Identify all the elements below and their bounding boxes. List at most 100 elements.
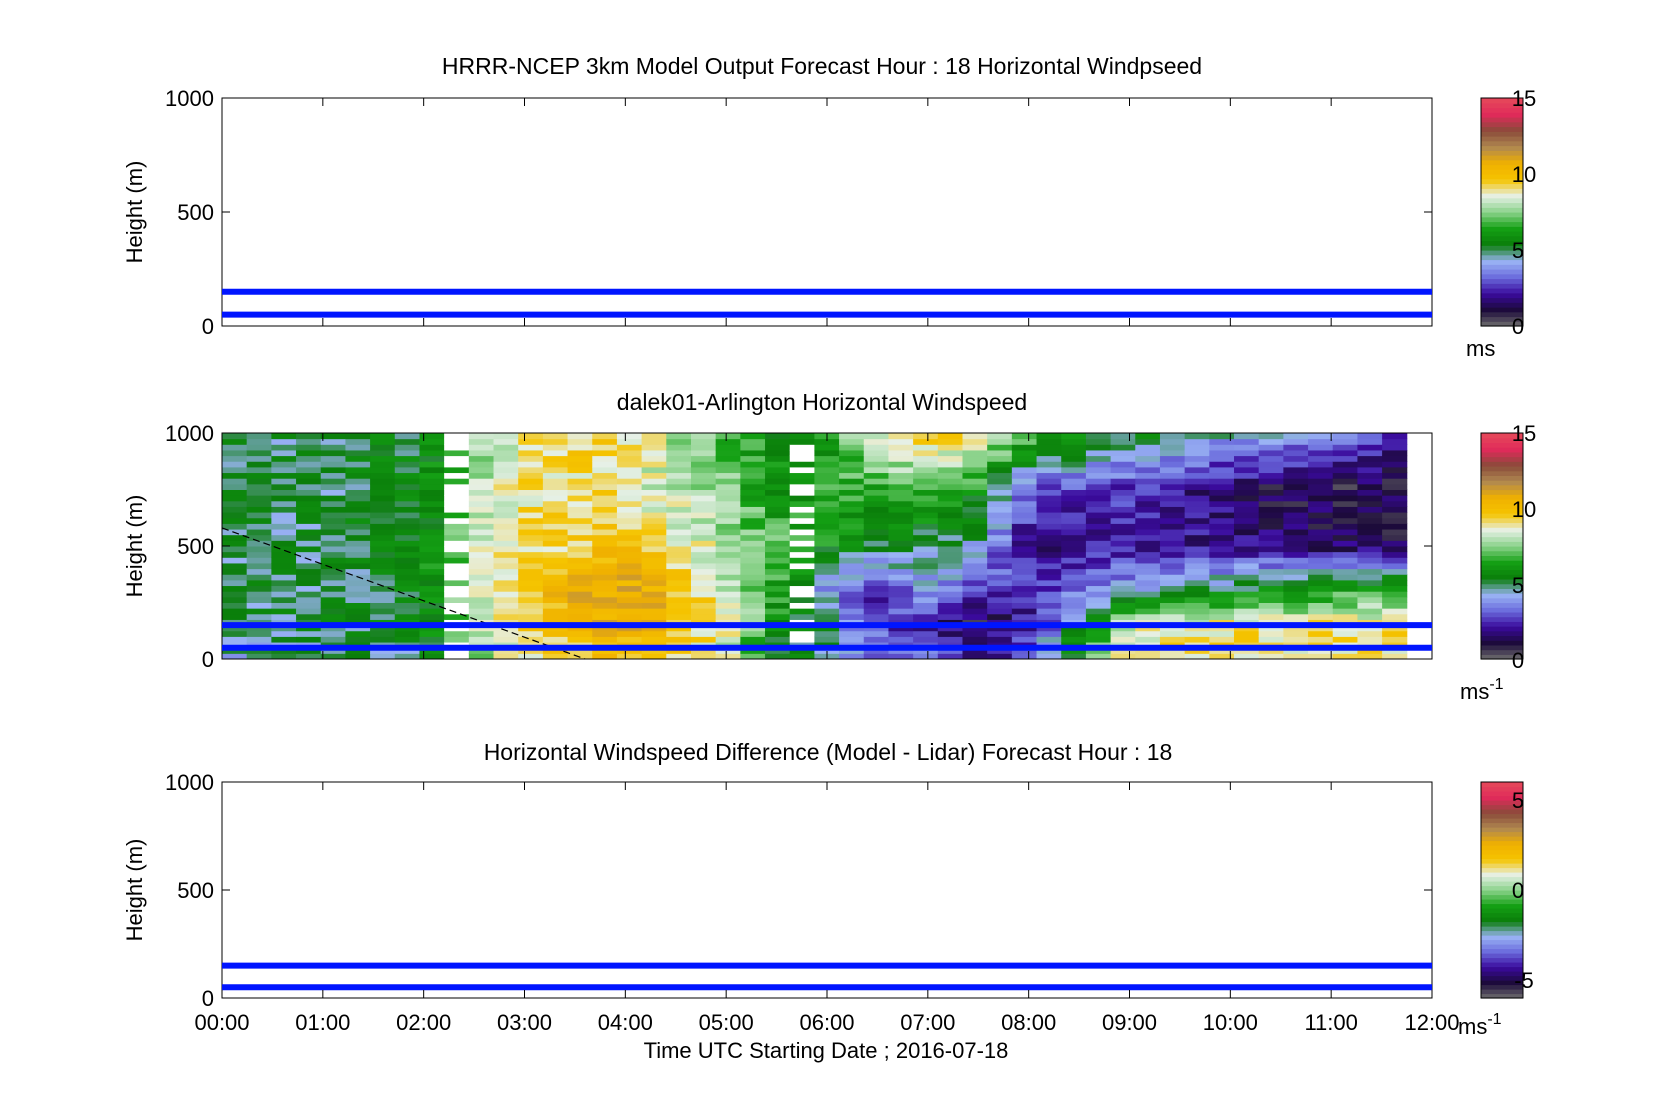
heatmap-cell [419, 557, 445, 564]
heatmap-cell [296, 461, 322, 468]
heatmap-cell [518, 495, 544, 502]
heatmap-cell [468, 630, 495, 637]
heatmap-cell [1184, 529, 1210, 536]
heatmap-cell [394, 568, 420, 575]
heatmap-cell [542, 540, 569, 547]
heatmap-cell [1332, 472, 1358, 479]
heatmap-cell [592, 591, 618, 598]
heatmap-cell [987, 523, 1013, 530]
heatmap-cell [1085, 455, 1112, 462]
heatmap-cell [1283, 647, 1309, 654]
heatmap-cell [1234, 529, 1260, 536]
heatmap-cell [666, 438, 692, 445]
x-tick-labels: 00:00 01:00 02:00 03:00 04:00 05:00 06:00 07:00… [194, 1010, 1459, 1035]
heatmap-cell [296, 489, 322, 496]
heatmap-cell [1011, 472, 1038, 479]
heatmap-cell [1184, 568, 1210, 575]
heatmap-cell [296, 591, 322, 598]
heatmap-cell [666, 647, 692, 654]
heatmap-cell [567, 574, 593, 581]
heatmap-cell [1332, 489, 1358, 496]
heatmap-cell [1234, 466, 1260, 474]
heatmap-cell [1283, 596, 1309, 603]
heatmap-cell [1011, 438, 1038, 445]
heatmap-cell [1234, 625, 1260, 632]
heatmap-cell [987, 562, 1013, 570]
heatmap-cell [1209, 546, 1235, 553]
heatmap-cell [1110, 579, 1136, 587]
heatmap-cell [789, 653, 815, 660]
heatmap-cell [1135, 461, 1161, 468]
heatmap-cell [567, 602, 593, 609]
heatmap-cell [1184, 444, 1210, 451]
heatmap-cell [740, 517, 766, 524]
heatmap-cell [246, 438, 272, 445]
heatmap-cell [222, 534, 248, 541]
heatmap-cell [937, 444, 963, 451]
heatmap-cell [1209, 540, 1235, 547]
heatmap-cell [1382, 653, 1408, 660]
heatmap-cell [1110, 523, 1136, 530]
heatmap-cell [1332, 653, 1358, 660]
heatmap-cell [765, 461, 791, 468]
x-tick-label: 11:00 [1304, 1010, 1357, 1035]
heatmap-cell [715, 613, 741, 620]
heatmap-cell [962, 591, 988, 598]
heatmap-cell [888, 455, 914, 462]
heatmap-cell [444, 636, 470, 643]
heatmap-cell [345, 483, 371, 490]
y-tick-label: 1000 [165, 421, 214, 446]
colorbar-segment [1481, 536, 1523, 542]
heatmap-cell [419, 585, 445, 592]
heatmap-cell [715, 636, 741, 643]
colorbar-segment [1481, 102, 1523, 109]
heatmap-cell [1258, 568, 1284, 575]
colorbar-segment [1481, 254, 1523, 261]
heatmap-cell [1061, 433, 1087, 440]
heatmap-cell [863, 579, 889, 587]
heatmap-cell [937, 506, 963, 513]
heatmap-cell [789, 608, 815, 615]
heatmap-cell [394, 636, 420, 643]
heatmap-cell [592, 512, 618, 519]
heatmap-cell [1159, 602, 1186, 609]
heatmap-cell [1085, 449, 1112, 457]
heatmap-cell [1011, 433, 1038, 440]
heatmap-cell [1159, 517, 1186, 524]
colorbar-segment [1481, 207, 1523, 213]
heatmap-cell [345, 517, 371, 524]
heatmap-cell [666, 562, 692, 570]
colorbar-segment [1481, 273, 1523, 280]
colorbar-segment [1481, 465, 1523, 472]
heatmap-cell [1332, 461, 1358, 468]
heatmap-cell [1110, 529, 1136, 536]
heatmap-cell [320, 653, 346, 660]
colorbar-segment [1481, 845, 1523, 851]
heatmap-cell [518, 613, 544, 620]
heatmap-cell [1258, 495, 1284, 502]
heatmap-cell [592, 517, 618, 524]
heatmap-cell [1184, 574, 1210, 581]
heatmap-cell [444, 483, 470, 490]
heatmap-cell [1085, 523, 1112, 530]
heatmap-cell [1184, 630, 1210, 637]
heatmap-cell [888, 647, 914, 654]
colorbar-segment [1481, 480, 1523, 486]
heatmap-cell [666, 455, 692, 462]
colorbar-segment [1481, 621, 1523, 627]
heatmap-cell [863, 506, 889, 513]
heatmap-cell [246, 500, 272, 507]
colorbar-segment [1481, 475, 1523, 481]
heatmap-cell [863, 562, 889, 570]
heatmap-cell [616, 529, 643, 536]
heatmap-cell [444, 478, 470, 485]
heatmap-cell [641, 579, 667, 587]
colorbar-segment [1481, 818, 1523, 824]
heatmap-cell [1283, 613, 1309, 620]
heatmap-cell [394, 585, 420, 592]
heatmap-cell [296, 596, 322, 603]
heatmap-cell [962, 540, 988, 547]
heatmap-cell [468, 529, 495, 536]
heatmap-cell [222, 512, 248, 519]
heatmap-cell [666, 472, 692, 479]
